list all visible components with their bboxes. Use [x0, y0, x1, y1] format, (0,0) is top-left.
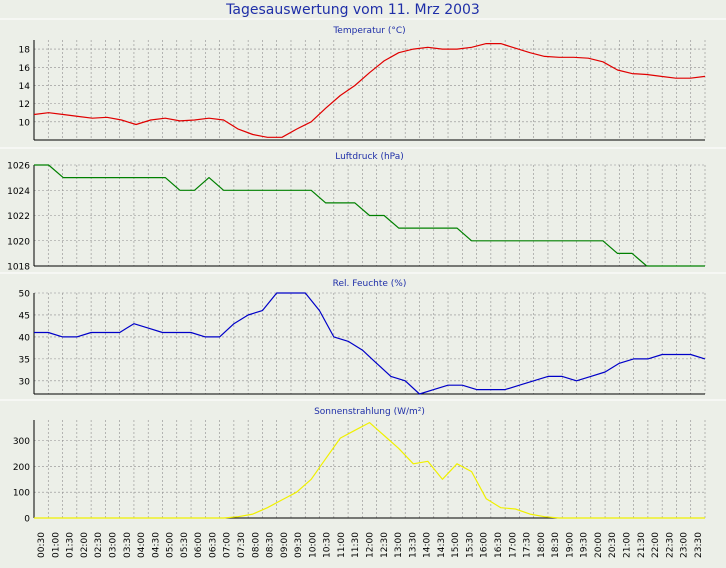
chart-title: Rel. Feuchte (%) [333, 279, 407, 289]
x-tick-label: 03:30 [123, 532, 133, 558]
y-tick-label: 12 [19, 100, 30, 110]
x-tick-label: 20:30 [608, 532, 618, 558]
x-tick-label: 06:00 [194, 532, 204, 558]
chart-title: Sonnenstrahlung (W/m²) [314, 407, 425, 417]
x-tick-label: 09:30 [294, 532, 304, 558]
chart-panel-3: Rel. Feuchte (%) 30 35 40 45 50 [19, 279, 706, 395]
x-tick-labels: 00:30 01:00 01:30 02:00 02:30 03:00 03:30 04:00… [37, 532, 704, 558]
x-tick-label: 05:00 [166, 532, 176, 558]
y-tick-label: 10 [19, 118, 31, 128]
x-tick-label: 23:00 [680, 532, 690, 558]
x-tick-label: 07:30 [237, 532, 247, 558]
y-tick-label: 50 [19, 290, 31, 300]
y-tick-label: 30 [19, 377, 31, 387]
x-tick-label: 14:00 [423, 532, 433, 558]
y-tick-label: 0 [24, 515, 30, 525]
x-tick-label: 02:30 [94, 532, 104, 558]
x-tick-label: 02:00 [80, 532, 90, 558]
series-line [34, 164, 705, 267]
x-tick-label: 12:00 [366, 532, 376, 558]
y-tick-label: 14 [19, 82, 31, 92]
x-tick-label: 21:30 [637, 532, 647, 558]
x-tick-label: 18:30 [551, 532, 561, 558]
x-tick-label: 03:00 [109, 532, 119, 558]
x-tick-label: 22:30 [665, 532, 675, 558]
y-tick-label: 40 [19, 333, 31, 343]
x-tick-label: 10:30 [323, 532, 333, 558]
x-tick-label: 21:00 [622, 532, 632, 558]
y-tick-label: 300 [13, 437, 30, 447]
x-tick-label: 08:00 [251, 532, 261, 558]
y-tick-label: 18 [19, 46, 31, 56]
y-tick-label: 1018 [7, 263, 30, 273]
x-tick-label: 12:30 [380, 532, 390, 558]
x-tick-label: 06:30 [208, 532, 218, 558]
y-tick-label: 1026 [7, 162, 30, 172]
x-tick-label: 14:30 [437, 532, 447, 558]
y-tick-label: 45 [19, 311, 30, 321]
chart-panel-1: Temperatur (°C) 10 12 14 16 18 [19, 26, 706, 141]
x-tick-label: 00:30 [37, 532, 47, 558]
x-tick-label: 01:30 [66, 532, 76, 558]
x-tick-label: 15:30 [465, 532, 475, 558]
x-tick-label: 10:00 [308, 532, 318, 558]
x-tick-label: 17:30 [523, 532, 533, 558]
y-tick-label: 200 [13, 463, 30, 473]
x-tick-label: 17:00 [508, 532, 518, 558]
x-tick-label: 08:30 [266, 532, 276, 558]
series-line [34, 422, 705, 519]
x-tick-label: 07:00 [223, 532, 233, 558]
x-tick-label: 01:00 [51, 532, 61, 558]
page-title: Tagesauswertung vom 11. Mrz 2003 [225, 2, 480, 18]
x-tick-label: 04:00 [137, 532, 147, 558]
x-tick-label: 13:30 [408, 532, 418, 558]
x-tick-label: 22:00 [651, 532, 661, 558]
x-tick-label: 19:30 [580, 532, 590, 558]
y-tick-label: 1024 [7, 187, 30, 197]
y-tick-label: 16 [19, 64, 31, 74]
x-tick-label: 20:00 [594, 532, 604, 558]
x-tick-label: 11:30 [351, 532, 361, 558]
x-tick-label: 09:00 [280, 532, 290, 558]
chart-title: Luftdruck (hPa) [335, 152, 404, 162]
chart-panel-2: Luftdruck (hPa) 1018 1020 1022 1024 1026 [7, 152, 706, 273]
x-tick-label: 13:00 [394, 532, 404, 558]
x-tick-label: 15:00 [451, 532, 461, 558]
x-tick-label: 16:30 [494, 532, 504, 558]
chart-title: Temperatur (°C) [332, 26, 405, 36]
series-line [33, 42, 706, 138]
x-tick-label: 19:00 [565, 532, 575, 558]
x-tick-label: 04:30 [151, 532, 161, 558]
y-tick-label: 35 [19, 355, 30, 365]
x-tick-label: 11:00 [337, 532, 347, 558]
x-tick-label: 05:30 [180, 532, 190, 558]
chart-panel-4: Sonnenstrahlung (W/m²) 0 100 200 300 [13, 407, 706, 525]
y-tick-label: 1022 [7, 212, 30, 222]
y-tick-label: 100 [13, 489, 30, 499]
series-line [34, 292, 706, 395]
x-tick-label: 16:00 [480, 532, 490, 558]
x-tick-label: 18:00 [537, 532, 547, 558]
x-tick-label: 23:30 [694, 532, 704, 558]
y-tick-label: 1020 [7, 237, 30, 247]
